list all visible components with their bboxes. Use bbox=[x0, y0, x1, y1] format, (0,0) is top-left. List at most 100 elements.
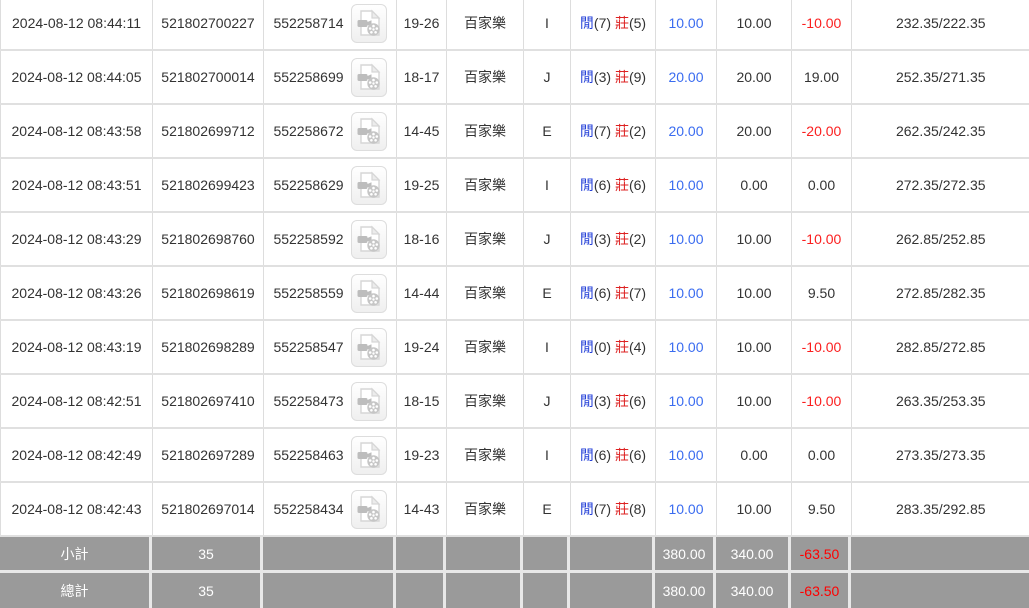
table-row: 2024-08-12 08:44:11 521802700227 5522587… bbox=[0, 0, 1029, 51]
player-points: (3) bbox=[593, 69, 612, 85]
bet-id: 521802699712 bbox=[152, 104, 264, 159]
round-cell: 552258547 bbox=[263, 320, 397, 375]
video-file-icon bbox=[357, 171, 380, 198]
player-result-label: 閒 bbox=[579, 339, 594, 355]
round-id: 552258547 bbox=[273, 339, 344, 355]
round-cell: 552258559 bbox=[263, 266, 397, 321]
video-replay-button[interactable] bbox=[350, 57, 387, 97]
bet-time: 2024-08-12 08:42:49 bbox=[0, 428, 153, 483]
win-loss: 9.50 bbox=[791, 482, 852, 537]
video-replay-button[interactable] bbox=[350, 435, 387, 475]
player-points: (7) bbox=[593, 501, 612, 517]
banker-result-label: 莊 bbox=[614, 177, 629, 193]
video-file-icon bbox=[357, 9, 380, 36]
bet-id: 521802697289 bbox=[152, 428, 264, 483]
player-result-label: 閒 bbox=[579, 69, 594, 85]
game-result: 閒(3) 莊(6) bbox=[570, 374, 656, 429]
video-replay-button[interactable] bbox=[350, 327, 387, 367]
bet-id: 521802699423 bbox=[152, 158, 264, 213]
valid-bet-amount: 0.00 bbox=[716, 428, 792, 483]
game-type: 百家樂 bbox=[446, 320, 524, 375]
total-empty-cell bbox=[570, 573, 655, 608]
player-points: (3) bbox=[593, 231, 612, 247]
player-result-label: 閒 bbox=[579, 231, 594, 247]
table-row: 2024-08-12 08:43:51 521802699423 5522586… bbox=[0, 158, 1029, 213]
total-empty-cell bbox=[263, 573, 396, 608]
balance-before-after: 252.35/271.35 bbox=[851, 50, 1029, 105]
game-type: 百家樂 bbox=[446, 158, 524, 213]
video-replay-button[interactable] bbox=[350, 165, 387, 205]
banker-points: (2) bbox=[628, 123, 647, 139]
player-result-label: 閒 bbox=[579, 15, 594, 31]
table-row: 2024-08-12 08:42:49 521802697289 5522584… bbox=[0, 428, 1029, 483]
round-cell: 552258434 bbox=[263, 482, 397, 537]
video-replay-button[interactable] bbox=[350, 489, 387, 529]
table-code: I bbox=[523, 428, 571, 483]
subtotal-win-loss: -63.50 bbox=[791, 537, 851, 570]
banker-result-label: 莊 bbox=[614, 393, 629, 409]
video-replay-button[interactable] bbox=[350, 3, 387, 43]
subtotal-empty-cell bbox=[263, 537, 396, 570]
game-type: 百家樂 bbox=[446, 104, 524, 159]
subtotal-bet-amount: 380.00 bbox=[655, 537, 716, 570]
round-id: 552258629 bbox=[273, 177, 344, 193]
banker-points: (6) bbox=[628, 177, 647, 193]
round-cell: 552258463 bbox=[263, 428, 397, 483]
video-file-icon bbox=[357, 279, 380, 306]
valid-bet-amount: 10.00 bbox=[716, 320, 792, 375]
table-code: I bbox=[523, 0, 571, 51]
total-label: 總計 bbox=[0, 573, 152, 608]
bet-id: 521802698619 bbox=[152, 266, 264, 321]
valid-bet-amount: 20.00 bbox=[716, 104, 792, 159]
shoe-round: 14-43 bbox=[396, 482, 447, 537]
player-points: (6) bbox=[593, 285, 612, 301]
video-replay-button[interactable] bbox=[350, 381, 387, 421]
subtotal-empty-cell bbox=[523, 537, 570, 570]
banker-points: (4) bbox=[628, 339, 647, 355]
game-type: 百家樂 bbox=[446, 212, 524, 267]
video-replay-button[interactable] bbox=[350, 111, 387, 151]
subtotal-empty-cell bbox=[446, 537, 523, 570]
valid-bet-amount: 10.00 bbox=[716, 212, 792, 267]
video-file-icon bbox=[357, 441, 380, 468]
video-replay-button[interactable] bbox=[350, 219, 387, 259]
game-type: 百家樂 bbox=[446, 266, 524, 321]
table-row: 2024-08-12 08:43:19 521802698289 5522585… bbox=[0, 320, 1029, 375]
balance-before-after: 262.35/242.35 bbox=[851, 104, 1029, 159]
banker-result-label: 莊 bbox=[614, 15, 629, 31]
table-code: E bbox=[523, 482, 571, 537]
table-code: E bbox=[523, 266, 571, 321]
video-file-icon bbox=[357, 117, 380, 144]
banker-result-label: 莊 bbox=[614, 447, 629, 463]
shoe-round: 19-23 bbox=[396, 428, 447, 483]
round-cell: 552258592 bbox=[263, 212, 397, 267]
banker-result-label: 莊 bbox=[614, 123, 629, 139]
player-result-label: 閒 bbox=[579, 393, 594, 409]
bet-amount: 20.00 bbox=[655, 50, 717, 105]
round-cell: 552258473 bbox=[263, 374, 397, 429]
round-id: 552258699 bbox=[273, 69, 344, 85]
subtotal-empty-cell bbox=[851, 537, 1029, 570]
game-type: 百家樂 bbox=[446, 428, 524, 483]
game-result: 閒(6) 莊(6) bbox=[570, 428, 656, 483]
total-win-loss: -63.50 bbox=[791, 573, 851, 608]
video-replay-button[interactable] bbox=[350, 273, 387, 313]
balance-before-after: 262.85/252.85 bbox=[851, 212, 1029, 267]
table-row: 2024-08-12 08:43:26 521802698619 5522585… bbox=[0, 266, 1029, 321]
total-empty-cell bbox=[523, 573, 570, 608]
shoe-round: 14-45 bbox=[396, 104, 447, 159]
round-id: 552258592 bbox=[273, 231, 344, 247]
player-result-label: 閒 bbox=[579, 447, 594, 463]
bet-amount: 10.00 bbox=[655, 320, 717, 375]
banker-result-label: 莊 bbox=[614, 231, 629, 247]
bet-amount: 10.00 bbox=[655, 158, 717, 213]
player-points: (3) bbox=[593, 393, 612, 409]
balance-before-after: 272.85/282.35 bbox=[851, 266, 1029, 321]
game-result: 閒(3) 莊(9) bbox=[570, 50, 656, 105]
game-result: 閒(3) 莊(2) bbox=[570, 212, 656, 267]
banker-points: (9) bbox=[628, 69, 647, 85]
table-row: 2024-08-12 08:42:51 521802697410 5522584… bbox=[0, 374, 1029, 429]
bet-time: 2024-08-12 08:43:51 bbox=[0, 158, 153, 213]
balance-before-after: 273.35/273.35 bbox=[851, 428, 1029, 483]
win-loss: 0.00 bbox=[791, 158, 852, 213]
